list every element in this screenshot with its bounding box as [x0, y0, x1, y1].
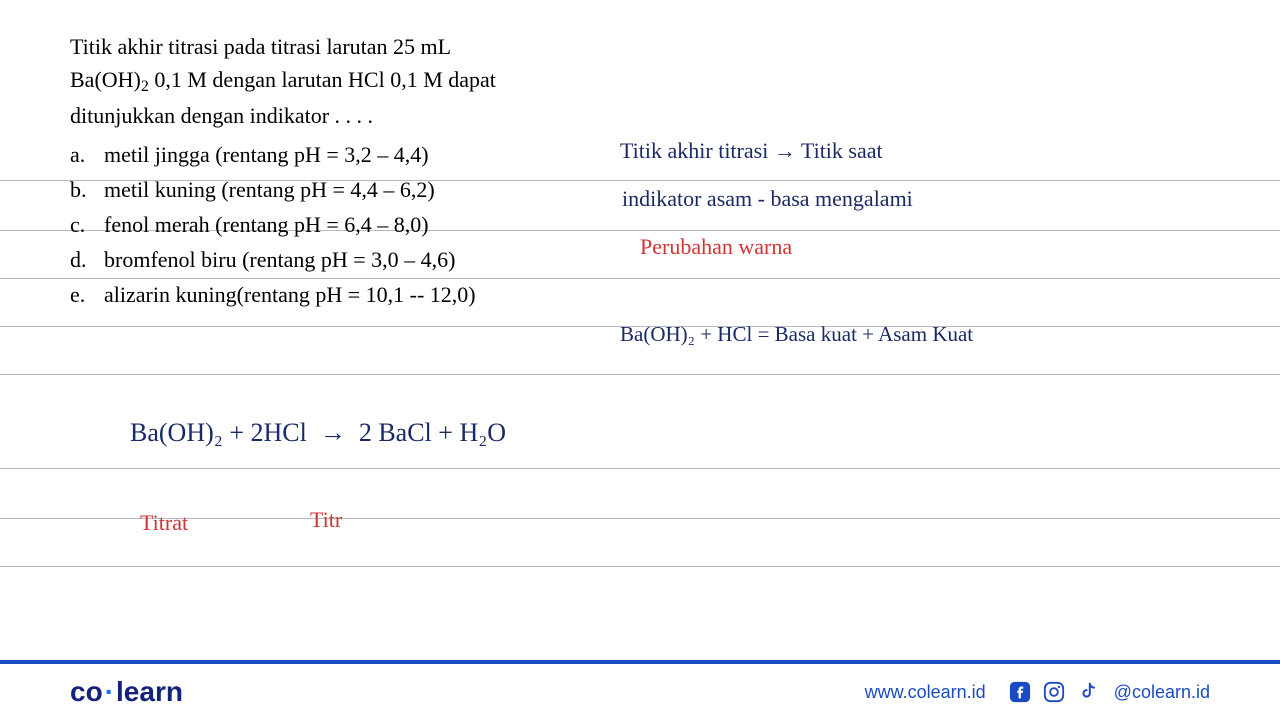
handwriting-note-2: indikator asam - basa mengalami [622, 184, 1262, 215]
question-block: Titik akhir titrasi pada titrasi larutan… [70, 30, 550, 313]
hw-reaction-rhs: Basa kuat + Asam Kuat [775, 322, 973, 346]
formula-prefix: Ba(OH) [70, 67, 141, 92]
hw-text: Titik akhir titrasi [620, 138, 768, 163]
question-line-3: ditunjukkan dengan indikator . . . . [70, 99, 550, 132]
option-c: c. fenol merah (rentang pH = 6,4 – 8,0) [70, 208, 550, 241]
hw-reaction-lhs: Ba(OH)₂ + HCl [620, 322, 752, 346]
tiktok-icon [1076, 680, 1100, 704]
logo-text-pre: co [70, 676, 103, 707]
hw-reaction-eq: = [752, 322, 774, 346]
options-list: a. metil jingga (rentang pH = 3,2 – 4,4)… [70, 138, 550, 311]
option-letter: d. [70, 243, 104, 276]
logo-separator-icon: · [103, 676, 116, 707]
footer-right: www.colearn.id @colearn.id [865, 680, 1210, 704]
instagram-icon [1042, 680, 1066, 704]
arrow-icon: → [320, 415, 346, 451]
handwriting-titrat-label: Titrat [140, 508, 188, 539]
option-d: d. bromfenol biru (rentang pH = 3,0 – 4,… [70, 243, 550, 276]
handwriting-note-3: Perubahan warna [640, 232, 1260, 263]
question-line-1: Titik akhir titrasi pada titrasi larutan… [70, 30, 550, 63]
question-line-2: Ba(OH)2 0,1 M dengan larutan HCl 0,1 M d… [70, 63, 550, 99]
handwriting-reaction-type: Ba(OH)₂ + HCl = Basa kuat + Asam Kuat [620, 320, 1280, 349]
option-letter: b. [70, 173, 104, 206]
formula-subscript: 2 [141, 78, 149, 95]
handwriting-note-1: Titik akhir titrasi → Titik saat [620, 136, 1260, 167]
arrow-icon: → [774, 136, 796, 167]
page-container: Titik akhir titrasi pada titrasi larutan… [0, 0, 1280, 720]
option-e: e. alizarin kuning(rentang pH = 10,1 -- … [70, 278, 550, 311]
hw-eq-rhs: 2 BaCl + H₂O [359, 418, 506, 447]
option-text: metil jingga (rentang pH = 3,2 – 4,4) [104, 138, 550, 171]
option-text: bromfenol biru (rentang pH = 3,0 – 4,6) [104, 243, 550, 276]
logo-text-post: learn [116, 676, 183, 707]
handwriting-titr-label: Titr [310, 505, 342, 536]
option-letter: a. [70, 138, 104, 171]
hw-text: Titik saat [801, 138, 883, 163]
option-a: a. metil jingga (rentang pH = 3,2 – 4,4) [70, 138, 550, 171]
option-text: metil kuning (rentang pH = 4,4 – 6,2) [104, 173, 550, 206]
option-text: fenol merah (rentang pH = 6,4 – 8,0) [104, 208, 550, 241]
brand-logo: co·learn [70, 676, 183, 708]
question-text: Titik akhir titrasi pada titrasi larutan… [70, 30, 550, 132]
option-b: b. metil kuning (rentang pH = 4,4 – 6,2) [70, 173, 550, 206]
site-url: www.colearn.id [865, 682, 986, 703]
facebook-icon [1008, 680, 1032, 704]
hw-eq-lhs: Ba(OH)₂ + 2HCl [130, 418, 307, 447]
option-letter: e. [70, 278, 104, 311]
handwriting-equation: Ba(OH)₂ + 2HCl → 2 BaCl + H₂O [130, 415, 830, 451]
question-line-2-rest: 0,1 M dengan larutan HCl 0,1 M dapat [149, 67, 496, 92]
option-text: alizarin kuning(rentang pH = 10,1 -- 12,… [104, 278, 550, 311]
social-handle: @colearn.id [1114, 682, 1210, 703]
option-letter: c. [70, 208, 104, 241]
footer-bar: co·learn www.colearn.id @colearn.id [0, 660, 1280, 720]
